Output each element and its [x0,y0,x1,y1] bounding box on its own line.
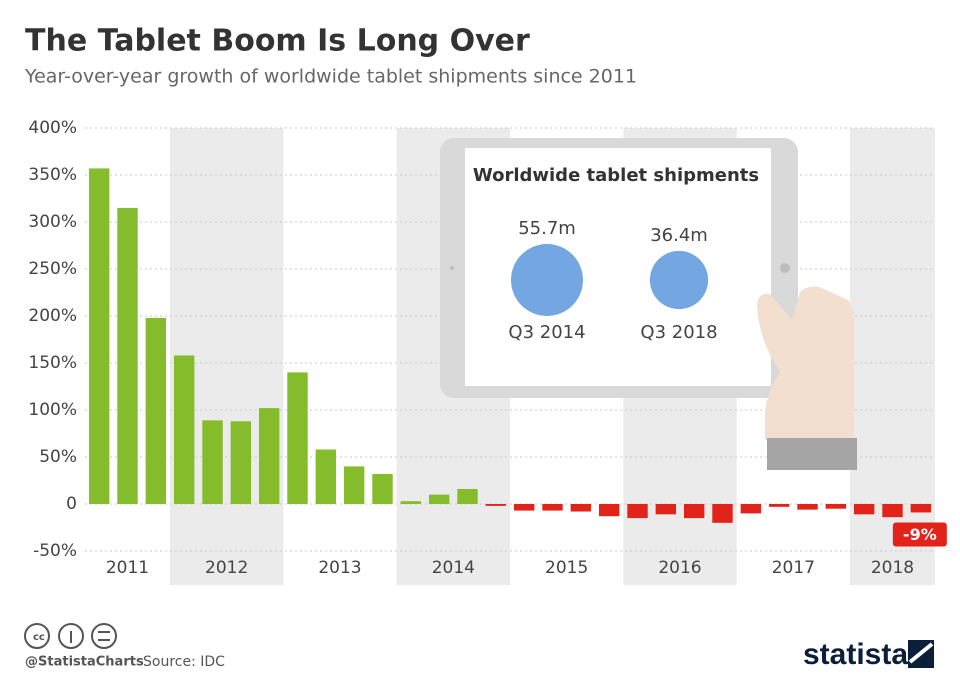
bubble-value-label: 36.4m [650,225,708,246]
cc-icon [24,623,50,649]
brand-logo: statista [803,638,908,671]
bar [853,504,875,515]
bar [88,168,110,505]
hand [757,286,855,440]
bar [230,421,252,504]
footer-source: Source: IDC [143,654,225,670]
y-tick-label: 400% [28,118,77,138]
bar [513,504,535,511]
inset: Worldwide tablet shipments 55.7m Q3 2014 3… [473,165,759,343]
bubble-category-label: Q3 2014 [508,322,585,343]
y-tick-label: 350% [28,165,77,185]
bar [343,466,365,504]
x-tick-label: 2017 [772,558,815,578]
bar [202,420,223,504]
bar [173,355,195,504]
tablet-camera [450,266,454,270]
x-tick-label: 2016 [658,558,701,578]
bars [88,168,932,523]
bar [400,501,422,504]
bar [797,504,818,510]
bar [740,504,762,514]
bar [825,504,847,509]
x-tick-label: 2011 [106,558,149,578]
inset-title: Worldwide tablet shipments [473,165,759,186]
by-icon [58,623,84,649]
x-tick-label: 2013 [318,558,361,578]
brand-icon-stroke [908,642,934,664]
bar [570,504,592,512]
bar [287,372,308,504]
y-tick-label: 300% [28,212,77,232]
x-tick-label: 2012 [205,558,248,578]
bar [372,473,393,504]
footer-handle: @StatistaCharts [25,655,144,670]
bar [315,449,337,504]
y-tick-label: 150% [28,353,77,373]
y-tick-label: 0 [66,494,77,514]
x-tick-label: 2014 [432,558,475,578]
bubble [511,244,583,316]
bar [683,504,705,519]
value-label-box [892,522,947,547]
bar [258,408,280,504]
y-tick-label: 200% [28,306,77,326]
bar [428,494,450,504]
chart-title: The Tablet Boom Is Long Over [25,24,530,59]
bar [627,504,648,519]
tablet-button [780,263,790,273]
x-tick-label: 2015 [545,558,588,578]
bar [457,488,478,504]
cc-letters: cc [33,632,45,643]
bar [485,504,507,506]
bar [712,504,733,523]
x-tick-label: 2018 [871,558,914,578]
license-icons [24,623,117,649]
bar [910,504,932,513]
bar [145,317,167,504]
y-tick-label: 100% [28,400,77,420]
bar [117,207,138,504]
bubble-value-label: 55.7m [518,218,576,239]
y-tick-label: 50% [39,447,77,467]
bar [655,504,677,515]
bubble-category-label: Q3 2018 [640,322,717,343]
bar [598,504,620,517]
bar [882,504,903,518]
chart-subtitle: Year-over-year growth of worldwide table… [24,66,637,88]
sleeve [767,438,857,470]
y-tick-label: -50% [33,541,77,561]
nd-icon [91,623,117,649]
bubble [649,250,709,310]
value-label: -9% [903,525,937,544]
y-tick-label: 250% [28,259,77,279]
bar [768,504,790,507]
bar [542,504,563,511]
